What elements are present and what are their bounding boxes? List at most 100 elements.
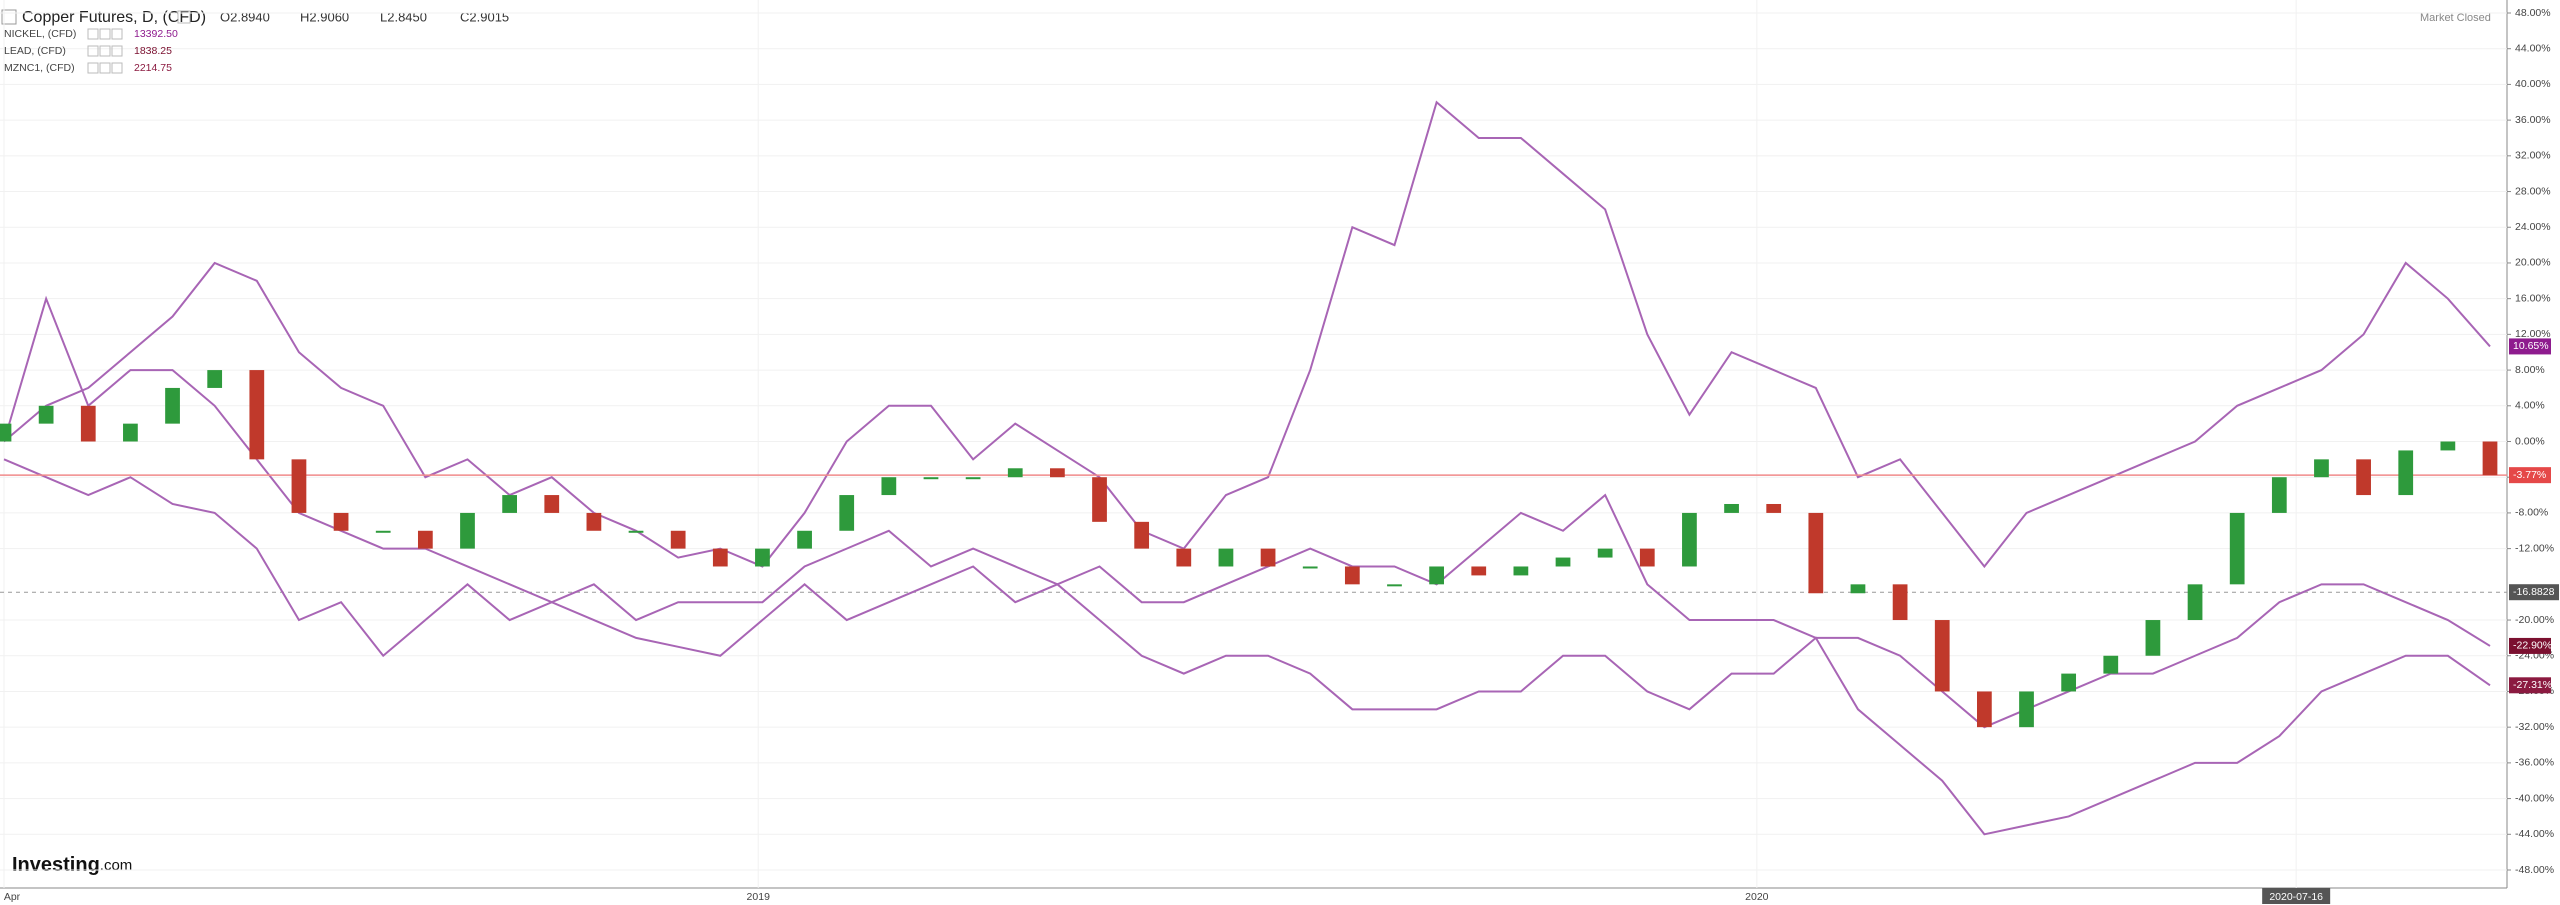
candle-body — [881, 477, 897, 496]
legend-button — [87, 62, 99, 74]
brand: Investing — [12, 854, 100, 876]
candle-body — [417, 530, 433, 549]
last-value-box — [2509, 467, 2551, 484]
candle-body — [628, 530, 644, 533]
toggle-icon — [177, 10, 191, 24]
x-tick-label: 2020 — [1745, 891, 1769, 903]
candle-body — [502, 495, 518, 513]
candle-body — [1934, 620, 1950, 692]
y-tick-label: 44.00% — [2515, 42, 2551, 54]
candle-body — [207, 370, 223, 388]
x-tick-label: 2020-07-16 — [2269, 891, 2323, 903]
candle-body — [839, 495, 855, 531]
quote-value: C2.9015 — [460, 9, 509, 24]
candle-body — [2398, 450, 2414, 496]
candle-body — [1387, 584, 1402, 587]
market-status: Market Closed — [2420, 12, 2491, 24]
candle-body — [2187, 584, 2203, 621]
brand-suffix: .com — [100, 857, 133, 874]
y-tick-label: 0.00% — [2515, 435, 2545, 447]
candle-body — [375, 530, 391, 533]
candle-body — [1892, 584, 1908, 621]
y-tick-label: -20.00% — [2515, 614, 2554, 626]
candle-body — [123, 423, 138, 442]
candle-body — [2145, 620, 2161, 656]
candle-body — [1344, 566, 1360, 585]
candle-body — [460, 512, 475, 549]
candle-body — [1092, 477, 1107, 522]
y-tick-label: 36.00% — [2515, 114, 2551, 126]
candle-body — [1555, 557, 1571, 567]
crosshair-label: -16.8828 — [2513, 586, 2555, 598]
y-tick-label: 8.00% — [2515, 364, 2545, 376]
candle-body — [1302, 566, 1318, 569]
candle-body — [2019, 691, 2034, 728]
candle-body — [2356, 459, 2371, 496]
crosshair-label-box — [2509, 584, 2559, 601]
candle-body — [1597, 548, 1613, 558]
candle-body — [1429, 566, 1444, 585]
last-value-label: 10.65% — [2513, 340, 2549, 352]
y-tick-label: -48.00% — [2515, 864, 2554, 876]
x-tick-label: 2019 — [747, 891, 771, 903]
quote-value: O2.8940 — [220, 9, 270, 24]
y-tick-label: 12.00% — [2515, 328, 2551, 340]
series-line — [3, 100, 2491, 569]
y-tick-label: 24.00% — [2515, 221, 2551, 233]
y-tick-label: 48.00% — [2515, 7, 2551, 19]
legend-button — [99, 62, 111, 74]
candle-body — [291, 459, 307, 513]
legend-price: 2214.75 — [134, 62, 172, 74]
candle-body — [165, 387, 180, 424]
candle-body — [2314, 459, 2329, 478]
last-value-box — [2509, 677, 2551, 694]
candle-body — [1682, 512, 1697, 567]
legend-button — [111, 28, 123, 40]
candle-body — [1050, 468, 1065, 478]
y-tick-label: -32.00% — [2515, 721, 2554, 733]
candle-body — [1766, 503, 1782, 513]
y-tick-label: 40.00% — [2515, 78, 2551, 90]
last-value-box — [2509, 338, 2551, 355]
candle-body — [1976, 691, 1992, 728]
x-tick-label-box — [2262, 888, 2331, 904]
candle-body — [2271, 477, 2287, 513]
legend-button — [99, 45, 111, 57]
candle-body — [923, 477, 939, 480]
candle-body — [544, 495, 560, 513]
last-value-label: -3.77% — [2513, 469, 2546, 481]
collapse-icon[interactable] — [1, 9, 17, 25]
last-value-label: -27.31% — [2513, 679, 2552, 691]
candle-body — [1850, 584, 1866, 594]
candle-body — [1007, 468, 1023, 478]
y-tick-label: 20.00% — [2515, 257, 2551, 269]
candle-body — [712, 548, 728, 567]
candle-body — [2482, 441, 2498, 476]
y-tick-label: -36.00% — [2515, 757, 2554, 769]
candle-body — [1724, 503, 1739, 513]
candle-body — [1134, 521, 1150, 549]
candle-body — [1218, 548, 1234, 567]
legend-button — [87, 45, 99, 57]
y-tick-label: -40.00% — [2515, 792, 2554, 804]
candle-body — [797, 530, 812, 549]
candle-body — [1513, 566, 1529, 576]
y-tick-label: -12.00% — [2515, 542, 2554, 554]
legend-button — [87, 28, 99, 40]
candle-body — [1176, 548, 1192, 567]
y-tick-label: -8.00% — [2515, 507, 2548, 519]
candle-body — [755, 548, 770, 567]
candle-body — [1471, 566, 1487, 576]
y-tick-label: -44.00% — [2515, 828, 2554, 840]
candle-body — [1808, 512, 1824, 594]
legend-button — [111, 45, 123, 57]
candle-body — [586, 512, 602, 531]
candle-body — [38, 405, 54, 424]
y-tick-label: 4.00% — [2515, 400, 2545, 412]
candle-body — [1260, 548, 1276, 567]
candle-body — [2103, 655, 2119, 674]
legend-price: 13392.50 — [134, 28, 178, 40]
candle-body — [0, 423, 12, 442]
